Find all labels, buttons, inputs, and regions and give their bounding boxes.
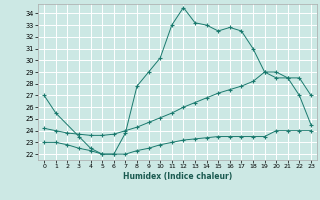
X-axis label: Humidex (Indice chaleur): Humidex (Indice chaleur) (123, 172, 232, 181)
